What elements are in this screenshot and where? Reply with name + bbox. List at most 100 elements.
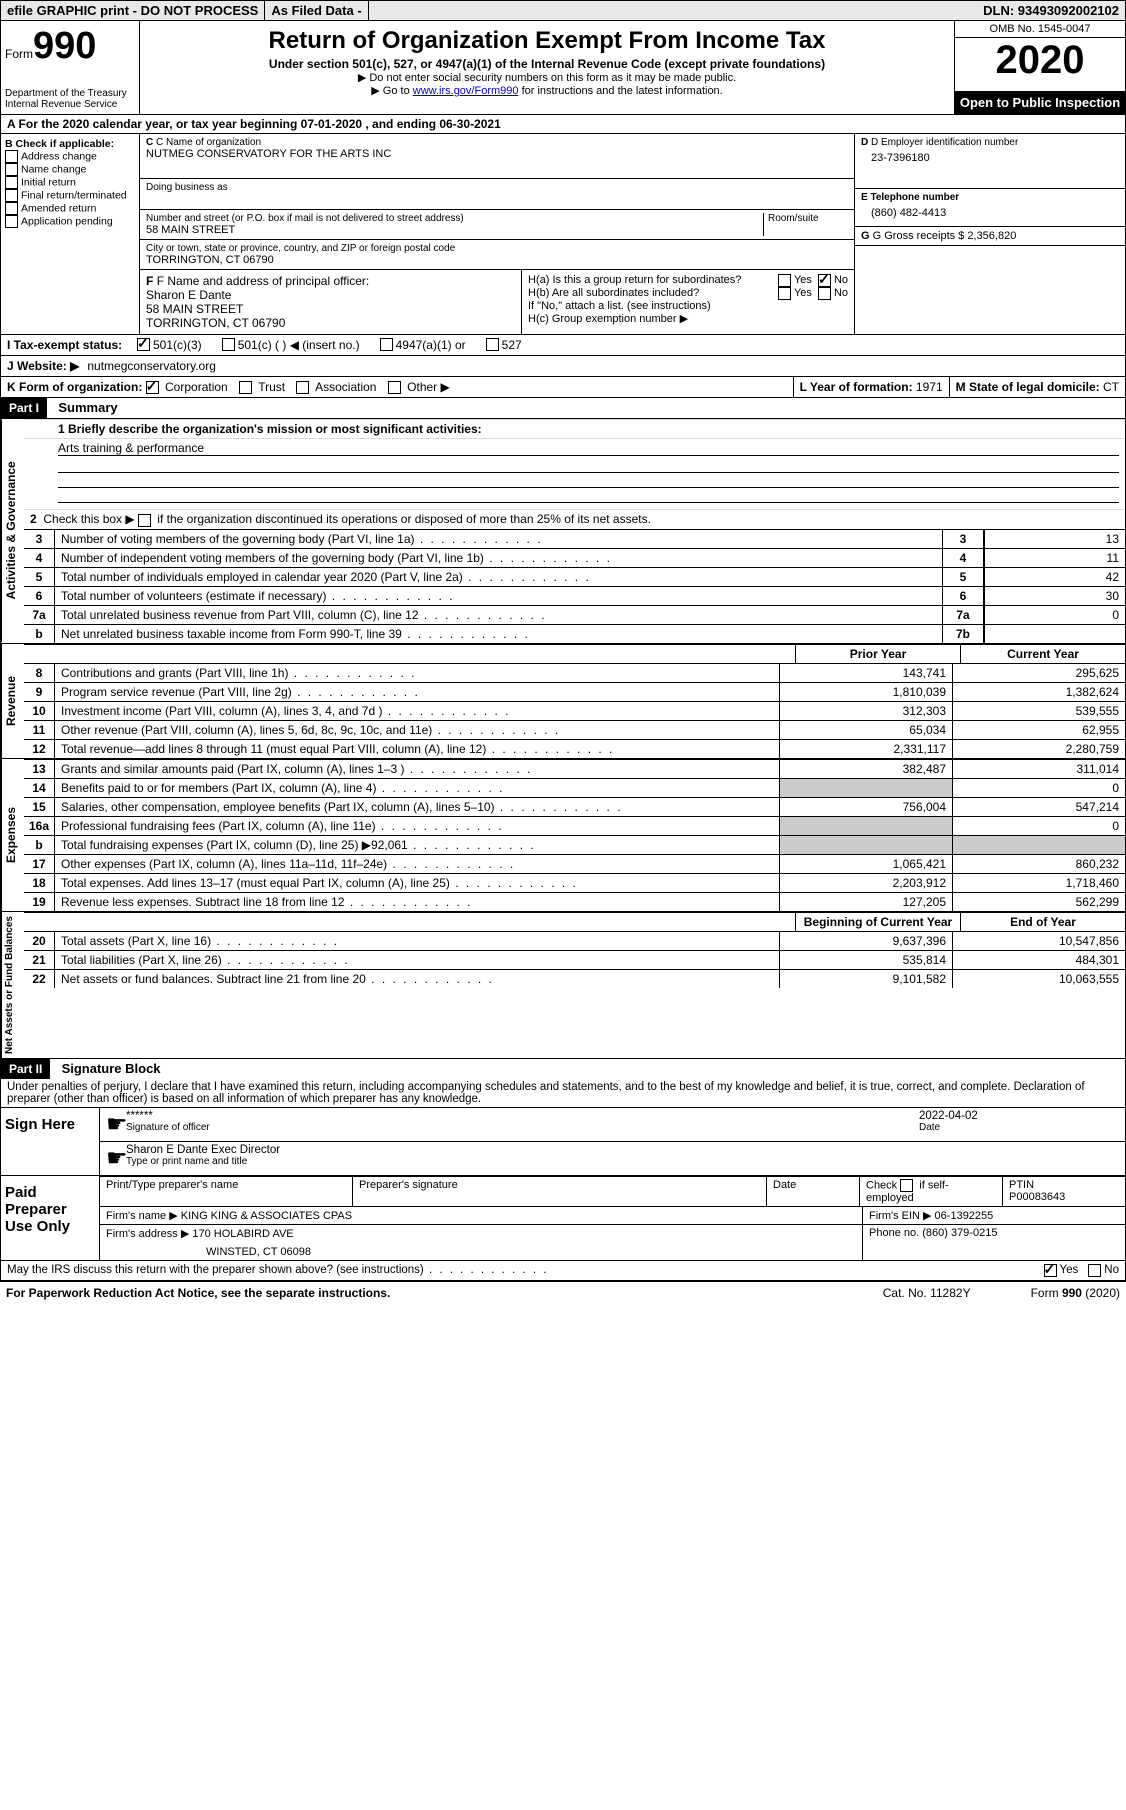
e-label: E Telephone number bbox=[861, 192, 959, 203]
tab-netassets: Net Assets or Fund Balances bbox=[1, 912, 24, 1058]
chk-name[interactable]: Name change bbox=[5, 163, 135, 176]
ptin-label: PTIN bbox=[1009, 1179, 1119, 1191]
firm-addr: Firm's address ▶ 170 HOLABIRD AVE bbox=[106, 1227, 856, 1240]
gov-row: bNet unrelated business taxable income f… bbox=[24, 624, 1125, 643]
discuss-no[interactable] bbox=[1088, 1264, 1101, 1277]
hc-label: H(c) Group exemption number ▶ bbox=[528, 312, 848, 325]
chk-discontinued[interactable] bbox=[138, 514, 151, 527]
org-name: NUTMEG CONSERVATORY FOR THE ARTS INC bbox=[146, 148, 848, 160]
chk-assoc[interactable] bbox=[296, 381, 309, 394]
discuss-yes[interactable] bbox=[1044, 1264, 1057, 1277]
form-title: Return of Organization Exempt From Incom… bbox=[150, 27, 944, 55]
chk-other[interactable] bbox=[388, 381, 401, 394]
chk-pending[interactable]: Application pending bbox=[5, 215, 135, 228]
paid-preparer-label: Paid Preparer Use Only bbox=[1, 1176, 100, 1260]
street-label: Number and street (or P.O. box if mail i… bbox=[146, 213, 763, 224]
chk-527[interactable] bbox=[486, 338, 499, 351]
d-label: D Employer identification number bbox=[871, 137, 1018, 148]
tax-year: 2020 bbox=[955, 38, 1125, 91]
title-box: Return of Organization Exempt From Incom… bbox=[140, 21, 954, 114]
sign-arrow-icon: ☛ bbox=[106, 1110, 126, 1139]
hb-no[interactable] bbox=[818, 287, 831, 300]
amount-row: 18Total expenses. Add lines 13–17 (must … bbox=[24, 873, 1125, 892]
firm-city: WINSTED, CT 06098 bbox=[106, 1240, 856, 1258]
gross-receipts: 2,356,820 bbox=[967, 230, 1016, 242]
box-c: C C Name of organization NUTMEG CONSERVA… bbox=[140, 134, 854, 334]
chk-self-label: Check bbox=[866, 1179, 900, 1191]
chk-initial[interactable]: Initial return bbox=[5, 176, 135, 189]
efile-label: efile GRAPHIC print - DO NOT PROCESS bbox=[1, 1, 265, 20]
omb-label: OMB No. 1545-0047 bbox=[955, 21, 1125, 38]
chk-amended[interactable]: Amended return bbox=[5, 202, 135, 215]
mission-text: Arts training & performance bbox=[58, 441, 1119, 456]
boc-header: Beginning of Current Year bbox=[795, 913, 960, 931]
g-label: G Gross receipts $ bbox=[873, 230, 965, 242]
ha-yes[interactable] bbox=[778, 274, 791, 287]
line-l: L Year of formation: 1971 bbox=[793, 377, 949, 397]
chk-self-employed[interactable] bbox=[900, 1179, 913, 1192]
line-a: A For the 2020 calendar year, or tax yea… bbox=[0, 115, 1126, 134]
date-label: Date bbox=[919, 1122, 1119, 1133]
sig-date: 2022-04-02 bbox=[919, 1110, 1119, 1122]
chk-corp[interactable] bbox=[146, 381, 159, 394]
ha-label: H(a) Is this a group return for subordin… bbox=[528, 274, 778, 287]
chk-501c3[interactable] bbox=[137, 338, 150, 351]
chk-final[interactable]: Final return/terminated bbox=[5, 189, 135, 202]
discuss-label: May the IRS discuss this return with the… bbox=[7, 1264, 424, 1276]
box-d-col: D D Employer identification number 23-73… bbox=[854, 134, 1125, 334]
city-value: TORRINGTON, CT 06790 bbox=[146, 254, 848, 266]
i-label: I Tax-exempt status: bbox=[7, 338, 137, 352]
gov-row: 5Total number of individuals employed in… bbox=[24, 567, 1125, 586]
goto-pre: ▶ Go to bbox=[371, 85, 412, 97]
amount-row: 9Program service revenue (Part VIII, lin… bbox=[24, 682, 1125, 701]
officer-addr2: TORRINGTON, CT 06790 bbox=[146, 316, 515, 330]
form-word: Form bbox=[5, 47, 33, 61]
k-label: K Form of organization: bbox=[7, 380, 142, 394]
hb-yes[interactable] bbox=[778, 287, 791, 300]
eoy-header: End of Year bbox=[960, 913, 1125, 931]
declaration-text: Under penalties of perjury, I declare th… bbox=[1, 1079, 1125, 1107]
ha-no[interactable] bbox=[818, 274, 831, 287]
line1-label: 1 Briefly describe the organization's mi… bbox=[58, 422, 482, 436]
mission-line bbox=[58, 473, 1119, 488]
chk-501c[interactable] bbox=[222, 338, 235, 351]
type-name-label: Type or print name and title bbox=[126, 1156, 1119, 1167]
line-k: K Form of organization: Corporation Trus… bbox=[1, 377, 793, 397]
prep-name-label: Print/Type preparer's name bbox=[100, 1177, 353, 1206]
gov-row: 6Total number of volunteers (estimate if… bbox=[24, 586, 1125, 605]
ein-value: 23-7396180 bbox=[861, 148, 1119, 168]
form-subtitle: Under section 501(c), 527, or 4947(a)(1)… bbox=[150, 57, 944, 71]
irs-link[interactable]: www.irs.gov/Form990 bbox=[413, 85, 519, 97]
tab-activities: Activities & Governance bbox=[1, 419, 24, 642]
amount-row: 20Total assets (Part X, line 16)9,637,39… bbox=[24, 931, 1125, 950]
chk-address[interactable]: Address change bbox=[5, 150, 135, 163]
box-b-label: B Check if applicable: bbox=[5, 138, 135, 150]
amount-row: 10Investment income (Part VIII, column (… bbox=[24, 701, 1125, 720]
asfiled-label: As Filed Data - bbox=[265, 1, 368, 20]
year-box: OMB No. 1545-0047 2020 Open to Public In… bbox=[954, 21, 1125, 114]
amount-row: 12Total revenue—add lines 8 through 11 (… bbox=[24, 739, 1125, 758]
box-b: B Check if applicable: Address change Na… bbox=[1, 134, 140, 334]
prep-date-label: Date bbox=[767, 1177, 860, 1206]
phone-value: (860) 482-4413 bbox=[861, 203, 1119, 223]
form-note2: ▶ Go to www.irs.gov/Form990 for instruct… bbox=[150, 84, 944, 97]
form-box: Form990 Department of the Treasury Inter… bbox=[1, 21, 140, 114]
chk-4947[interactable] bbox=[380, 338, 393, 351]
part2-header: Part II bbox=[1, 1059, 50, 1079]
firm-ein: Firm's EIN ▶ 06-1392255 bbox=[863, 1207, 1125, 1224]
amount-row: 21Total liabilities (Part X, line 26)535… bbox=[24, 950, 1125, 969]
name-arrow-icon: ☛ bbox=[106, 1144, 126, 1173]
top-bar: efile GRAPHIC print - DO NOT PROCESS As … bbox=[0, 0, 1126, 21]
hb-note: If "No," attach a list. (see instruction… bbox=[528, 300, 848, 312]
prep-sig-label: Preparer's signature bbox=[353, 1177, 767, 1206]
na-header: Beginning of Current Year End of Year bbox=[24, 912, 1125, 931]
website-value: nutmegconservatory.org bbox=[87, 359, 216, 373]
chk-trust[interactable] bbox=[239, 381, 252, 394]
tab-expenses: Expenses bbox=[1, 759, 24, 911]
signature-masked: ****** bbox=[126, 1110, 919, 1122]
prior-year-header: Prior Year bbox=[795, 645, 960, 663]
amount-row: bTotal fundraising expenses (Part IX, co… bbox=[24, 835, 1125, 854]
form-number: 990 bbox=[33, 25, 96, 67]
tab-revenue: Revenue bbox=[1, 644, 24, 758]
rev-header: Prior Year Current Year bbox=[24, 644, 1125, 663]
